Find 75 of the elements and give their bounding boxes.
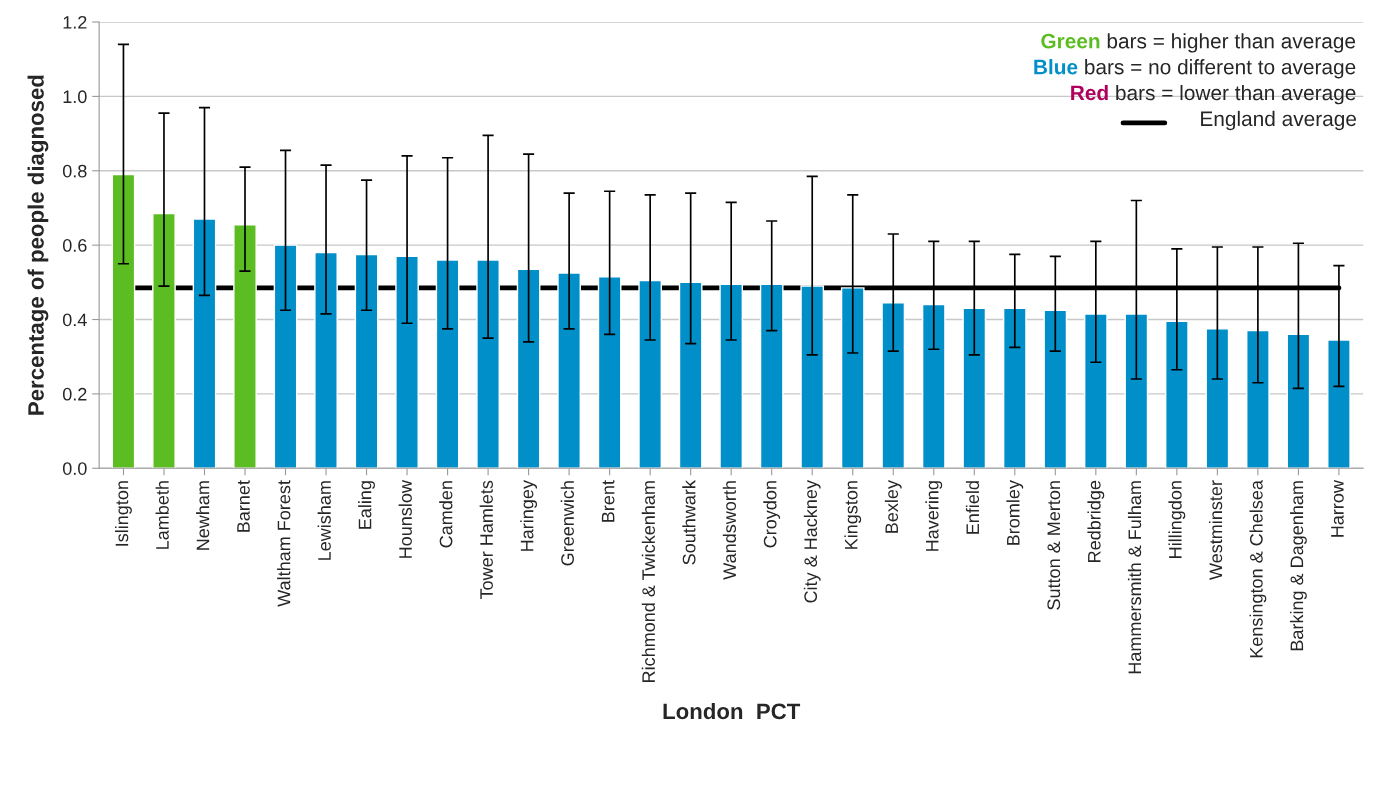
bar bbox=[1043, 309, 1068, 469]
y-tick-label: 0.4 bbox=[62, 313, 87, 327]
bar bbox=[314, 251, 338, 469]
bar bbox=[1327, 339, 1351, 469]
text: Green bars = higher than average bbox=[1041, 33, 1356, 53]
x-tick-label: Enfield bbox=[965, 481, 980, 534]
bar bbox=[557, 272, 581, 469]
x-tick-label: Islington bbox=[115, 481, 132, 546]
x-tick-label: City & Hackney bbox=[803, 480, 821, 603]
y-tick-label: 1.2 bbox=[63, 15, 87, 29]
x-tick-label: Kensington & Chelsea bbox=[1249, 480, 1267, 658]
bar bbox=[273, 244, 298, 469]
bar bbox=[354, 253, 379, 469]
bar bbox=[1002, 307, 1027, 469]
bar bbox=[840, 287, 865, 469]
bar bbox=[759, 283, 784, 469]
bar bbox=[192, 218, 217, 469]
x-tick-label: Harrow bbox=[1331, 480, 1344, 537]
x-tick-label: Wandsworth bbox=[722, 481, 737, 580]
x-tick-label: Croydon bbox=[763, 481, 781, 548]
x-tick-label: Hammersmith & Fulham bbox=[1127, 481, 1142, 674]
bar bbox=[395, 255, 419, 469]
x-tick-label: Hounslow bbox=[398, 480, 412, 558]
x-tick-label: Lambeth bbox=[155, 481, 169, 549]
x-tick-label: Camden bbox=[439, 481, 453, 548]
y-tick-label: 0.0 bbox=[62, 462, 87, 475]
x-tick-label: Richmond & Twickenham bbox=[641, 481, 655, 682]
x-tick-label: Ealing bbox=[358, 481, 375, 529]
x-tick-label: Barking & Dagenham bbox=[1289, 481, 1307, 651]
bar bbox=[881, 302, 906, 469]
legend-label: England average bbox=[1201, 110, 1356, 131]
bar bbox=[1124, 313, 1149, 469]
bar bbox=[719, 283, 744, 469]
x-tick-label: Waltham Forest bbox=[277, 480, 291, 607]
x-tick-label: Redbridge bbox=[1087, 480, 1105, 562]
x-tick-label: Westminster bbox=[1208, 480, 1223, 580]
x-tick-label: Havering bbox=[925, 481, 943, 551]
bar bbox=[921, 303, 946, 469]
bar bbox=[516, 268, 541, 469]
bar bbox=[678, 281, 703, 469]
x-tick-label: Kingston bbox=[844, 481, 862, 549]
x-axis-title: London PCT bbox=[663, 702, 801, 720]
bar bbox=[1246, 329, 1270, 469]
bar bbox=[152, 212, 176, 469]
x-tick-label: Hillingdon bbox=[1168, 481, 1186, 558]
bar bbox=[111, 173, 136, 469]
y-tick-label: 0.6 bbox=[62, 239, 87, 252]
bar bbox=[476, 259, 500, 469]
text: Blue bars = no different to average bbox=[1034, 59, 1356, 79]
bar bbox=[962, 307, 987, 469]
bar bbox=[800, 285, 825, 469]
bar bbox=[1286, 333, 1311, 469]
x-tick-label: Brent bbox=[601, 480, 615, 522]
bar bbox=[435, 259, 460, 469]
x-tick-label: Sutton & Merton bbox=[1047, 481, 1061, 610]
x-tick-label: Bexley bbox=[884, 480, 902, 533]
bar bbox=[597, 276, 622, 469]
x-tick-label: Lewisham bbox=[317, 481, 331, 560]
x-tick-label: Haringey bbox=[520, 480, 538, 551]
bar bbox=[1083, 313, 1108, 469]
y-axis-title: Percentage of people diagnosed bbox=[27, 75, 49, 415]
bar bbox=[1205, 328, 1230, 469]
x-tick-label: Newham bbox=[196, 481, 210, 550]
x-tick-label: Southwark bbox=[682, 480, 696, 565]
legend-label: Red bars = lower than average bbox=[1071, 84, 1356, 105]
x-tick-label: Greenwich bbox=[560, 481, 574, 566]
bar bbox=[638, 279, 662, 469]
y-tick-label: 0.2 bbox=[62, 387, 87, 401]
y-tick-label: 0.8 bbox=[62, 164, 87, 178]
x-tick-label: Barnet bbox=[237, 480, 250, 532]
x-tick-label: Tower Hamlets bbox=[479, 480, 493, 600]
bar bbox=[1165, 320, 1189, 469]
x-tick-label: Bromley bbox=[1006, 480, 1024, 545]
y-tick-label: 1.0 bbox=[63, 90, 87, 104]
bar bbox=[233, 224, 257, 469]
